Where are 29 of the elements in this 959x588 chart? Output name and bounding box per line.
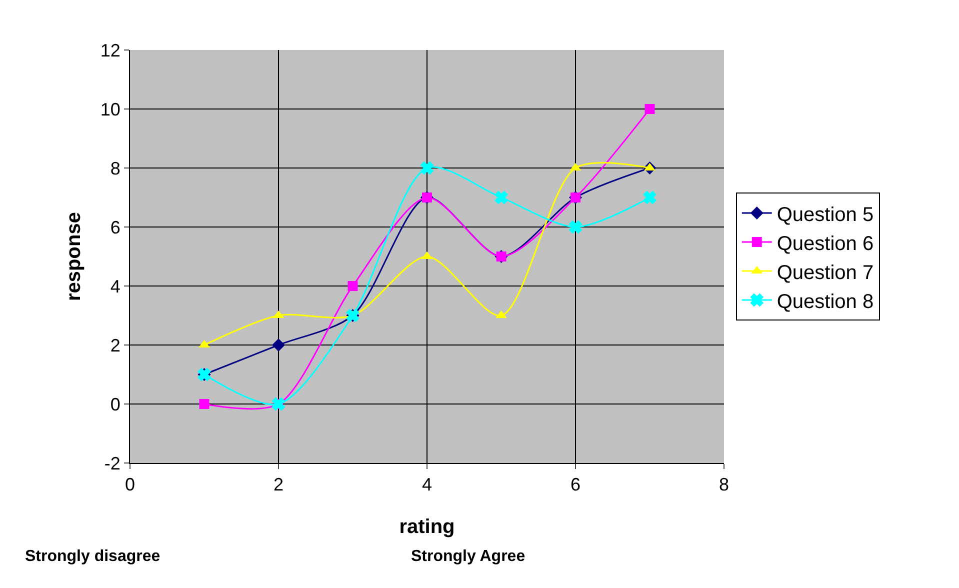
y-tick-label: 6	[110, 217, 120, 238]
point	[348, 281, 358, 291]
point	[272, 338, 285, 352]
point	[569, 220, 582, 234]
y-axis-title: response	[63, 212, 85, 301]
text: Strongly Agree	[411, 548, 526, 565]
x-tick-label: 2	[273, 474, 284, 495]
y-tick-label: 2	[110, 335, 120, 356]
legend-label: Question 5	[776, 204, 874, 226]
y-tick-label: 0	[110, 394, 120, 414]
y-tick-label: 8	[110, 158, 120, 178]
point	[644, 104, 655, 114]
y-tick-label: 4	[110, 276, 120, 296]
point	[199, 399, 210, 409]
y-tick-label: -2	[104, 453, 120, 474]
x-tick-label: 8	[718, 474, 730, 495]
legend-label: Question 6	[776, 232, 874, 255]
legend-label: Question 7	[776, 262, 874, 284]
x-tick-label: 4	[422, 474, 432, 495]
legend-label: Question 8	[776, 290, 874, 313]
point	[643, 191, 656, 204]
x-tick-label: 0	[124, 474, 136, 495]
text: Strongly disagree	[25, 548, 160, 565]
point	[494, 191, 508, 204]
point	[420, 162, 434, 174]
y-tick-label: 10	[100, 99, 120, 120]
y-tick-label: 12	[100, 40, 120, 60]
x-axis-title: rating	[399, 516, 455, 538]
x-tick-label: 6	[570, 474, 581, 495]
